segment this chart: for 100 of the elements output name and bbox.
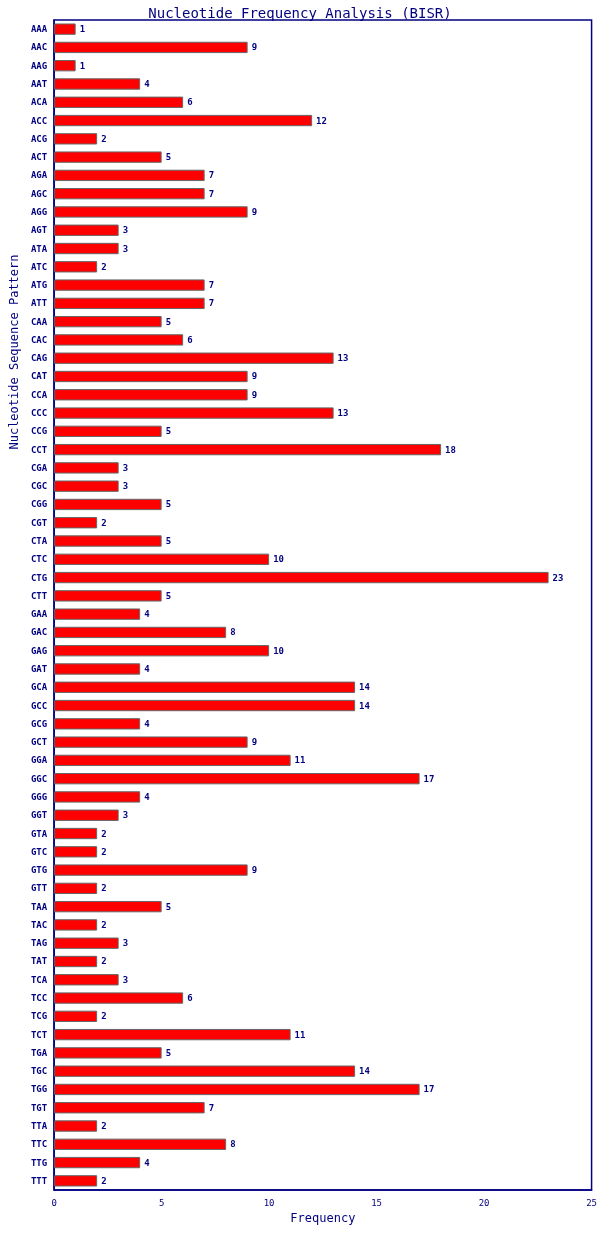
bar [54, 882, 98, 895]
data-label: 4 [144, 718, 151, 729]
x-tick-label: 0 [51, 1197, 57, 1208]
bar [54, 261, 98, 273]
y-tick-label: GAC [30, 627, 48, 638]
bar [54, 571, 549, 584]
data-label: 9 [251, 371, 258, 382]
data-label: 2 [101, 919, 107, 930]
bar [54, 1156, 141, 1169]
bar [54, 96, 184, 108]
y-tick-label: GGT [30, 810, 48, 821]
y-tick-label: TTG [30, 1157, 48, 1168]
data-label: 9 [251, 389, 258, 400]
bar [54, 169, 205, 182]
y-tick-label: ACG [30, 133, 48, 144]
bar [54, 1010, 98, 1022]
bar [54, 188, 205, 200]
data-label: 11 [294, 755, 306, 766]
y-tick-label: ACC [30, 115, 48, 126]
bar [54, 206, 248, 218]
data-label: 9 [251, 206, 258, 217]
data-label: 4 [144, 78, 151, 89]
y-tick-label: AGT [30, 225, 48, 236]
bar [54, 626, 227, 639]
bar [54, 1083, 420, 1096]
bar [54, 699, 356, 712]
y-tick-label: CCA [30, 389, 48, 400]
bar [54, 791, 141, 803]
y-tick-label: TAA [30, 901, 48, 912]
data-label: 2 [101, 846, 107, 857]
y-tick-label: AAA [30, 24, 48, 35]
data-label: 5 [165, 426, 172, 437]
data-label: 6 [187, 993, 193, 1004]
bar [54, 425, 162, 437]
data-label: 1 [79, 24, 86, 35]
y-tick-label: GTT [30, 883, 48, 894]
bar [54, 736, 248, 748]
bar [54, 315, 162, 328]
bar [54, 242, 119, 255]
data-label: 10 [273, 645, 284, 656]
data-label: 3 [122, 810, 129, 821]
y-tick-label: GAT [30, 663, 48, 674]
data-label: 9 [251, 737, 258, 748]
data-label: 2 [101, 517, 107, 528]
y-tick-label: CAG [30, 353, 48, 364]
y-tick-label: TTT [30, 1175, 48, 1186]
bar [54, 681, 356, 693]
bar [54, 370, 248, 383]
y-tick-label: CGT [30, 517, 48, 528]
bar [54, 517, 98, 529]
y-tick-label: CGC [30, 481, 48, 492]
y-tick-label: AAT [30, 78, 48, 89]
x-axis-title: Frequency [290, 1211, 356, 1225]
data-label: 4 [144, 791, 151, 802]
bar [54, 937, 119, 949]
chart-title: Nucleotide Frequency Analysis (BISR) [148, 5, 452, 21]
data-label: 3 [122, 938, 129, 949]
data-label: 7 [208, 298, 215, 309]
y-tick-label: TAC [30, 919, 48, 930]
y-tick-label: TCT [30, 1029, 48, 1040]
bar [54, 443, 442, 456]
y-tick-label: TGG [30, 1084, 48, 1095]
bar [54, 60, 76, 72]
data-label: 2 [101, 1011, 107, 1022]
data-label: 18 [445, 444, 456, 455]
y-tick-label: ATG [30, 280, 48, 291]
data-label: 8 [230, 627, 236, 638]
y-tick-label: CAT [30, 371, 48, 382]
data-label: 1 [79, 60, 86, 71]
y-tick-label: TCG [30, 1011, 48, 1022]
y-tick-label: GCC [30, 700, 48, 711]
bar [54, 553, 270, 565]
bar [54, 535, 162, 547]
y-tick-label: CGG [30, 499, 48, 510]
data-label: 3 [122, 243, 129, 254]
bar [54, 114, 313, 127]
x-tick-label: 20 [478, 1197, 490, 1208]
data-label: 6 [187, 334, 193, 345]
y-tick-label: TGA [30, 1047, 48, 1058]
y-tick-label: TTA [30, 1121, 48, 1132]
y-tick-label: TAT [30, 956, 48, 967]
bar [54, 133, 98, 145]
data-label: 3 [122, 481, 129, 492]
y-tick-label: GTG [30, 865, 48, 876]
data-label: 12 [316, 115, 327, 126]
bar [54, 462, 119, 474]
data-label: 2 [101, 1121, 107, 1132]
y-tick-label: CAA [30, 316, 48, 327]
bar [54, 297, 205, 310]
data-label: 2 [101, 133, 107, 144]
y-tick-label: GAG [30, 645, 48, 656]
bar [54, 151, 162, 163]
data-label: 23 [552, 572, 564, 583]
bar [54, 1028, 291, 1041]
bar [54, 663, 141, 675]
data-label: 17 [423, 773, 435, 784]
bar [54, 864, 248, 876]
data-label: 5 [165, 499, 172, 510]
y-tick-label: ATT [30, 298, 48, 309]
bar [54, 718, 141, 730]
